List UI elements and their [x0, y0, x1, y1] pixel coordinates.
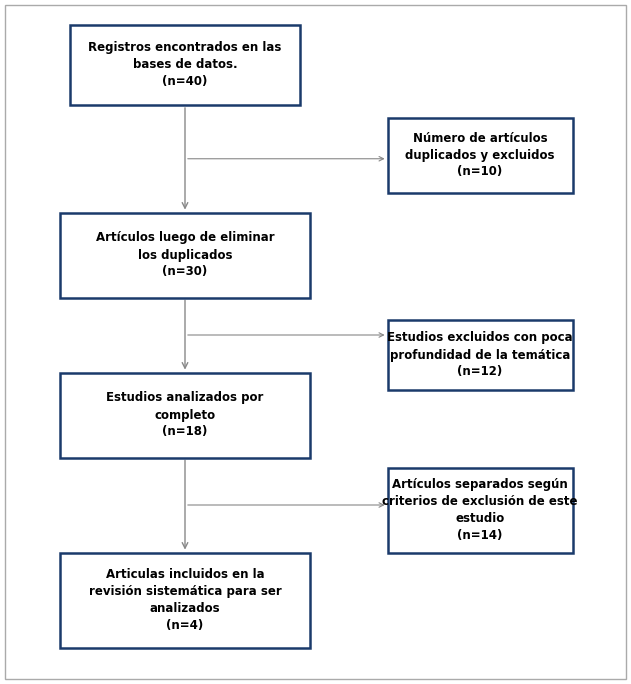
Text: Estudios analizados por
completo
(n=18): Estudios analizados por completo (n=18) — [106, 391, 264, 438]
Bar — [70, 25, 300, 105]
Text: Estudios excluidos con poca
profundidad de la temática
(n=12): Estudios excluidos con poca profundidad … — [387, 332, 573, 378]
Text: Registros encontrados en las
bases de datos.
(n=40): Registros encontrados en las bases de da… — [88, 42, 281, 88]
Bar — [387, 467, 572, 553]
Bar — [387, 320, 572, 390]
Text: Número de artículos
duplicados y excluidos
(n=10): Número de artículos duplicados y excluid… — [405, 131, 555, 179]
Text: Artículos luego de eliminar
los duplicados
(n=30): Artículos luego de eliminar los duplicad… — [96, 231, 274, 278]
Text: Artículos separados según
criterios de exclusión de este
estudio
(n=14): Artículos separados según criterios de e… — [382, 478, 578, 542]
Bar — [387, 118, 572, 192]
Bar — [60, 373, 310, 458]
Bar — [60, 213, 310, 298]
Text: Articulas incluidos en la
revisión sistemática para ser
analizados
(n=4): Articulas incluidos en la revisión siste… — [88, 568, 281, 632]
Bar — [60, 553, 310, 648]
